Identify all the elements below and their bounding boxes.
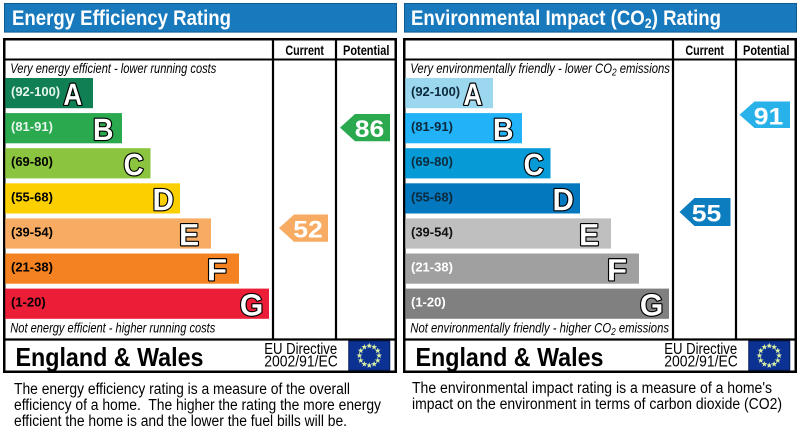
svg-text:(92-100): (92-100) xyxy=(411,84,460,99)
svg-text:(92-100): (92-100) xyxy=(11,84,60,99)
svg-text:emissions: emissions xyxy=(616,321,669,336)
svg-text:The environmental impact ratin: The environmental impact rating is a mea… xyxy=(412,380,772,397)
svg-text:(1-20): (1-20) xyxy=(411,295,446,310)
svg-text:(55-68): (55-68) xyxy=(411,189,453,204)
svg-text:Potential: Potential xyxy=(343,43,389,58)
svg-text:impact on the environment in t: impact on the environment in terms of ca… xyxy=(412,396,782,413)
svg-text:Very environmentally friendly: Very environmentally friendly - lower CO xyxy=(410,61,612,76)
svg-text:EU Directive: EU Directive xyxy=(264,341,337,358)
svg-text:Current: Current xyxy=(685,43,724,58)
svg-text:(81-91): (81-91) xyxy=(11,119,53,134)
svg-text:2002/91/EC: 2002/91/EC xyxy=(264,354,338,371)
svg-text:(69-80): (69-80) xyxy=(411,154,453,169)
svg-text:(1-20): (1-20) xyxy=(11,295,46,310)
svg-text:55: 55 xyxy=(692,201,722,228)
svg-text:emissions: emissions xyxy=(617,61,670,76)
svg-text:(21-38): (21-38) xyxy=(411,260,453,275)
svg-text:(81-91): (81-91) xyxy=(411,119,453,134)
svg-text:Very energy efficient - lower: Very energy efficient - lower running co… xyxy=(10,61,216,76)
svg-text:efficient the home is and the: efficient the home is and the lower the … xyxy=(14,413,347,430)
svg-text:Current: Current xyxy=(285,43,324,58)
svg-text:2: 2 xyxy=(645,15,652,31)
svg-text:The energy efficiency rating i: The energy efficiency rating is a measur… xyxy=(14,381,350,398)
svg-text:) Rating: ) Rating xyxy=(652,7,721,30)
svg-text:efficiency of a home. The hig: efficiency of a home. The higher the rat… xyxy=(14,397,381,414)
svg-text:Energy Efficiency Rating: Energy Efficiency Rating xyxy=(12,7,231,30)
svg-text:(55-68): (55-68) xyxy=(11,189,53,204)
svg-text:52: 52 xyxy=(293,217,323,244)
svg-text:Environmental Impact (CO: Environmental Impact (CO xyxy=(411,7,645,30)
svg-text:Not environmentally friendly -: Not environmentally friendly - higher CO xyxy=(410,321,611,336)
svg-text:Not energy efficient - higher: Not energy efficient - higher running co… xyxy=(10,321,215,336)
svg-text:EU Directive: EU Directive xyxy=(664,341,737,358)
svg-text:91: 91 xyxy=(754,103,784,130)
svg-text:(69-80): (69-80) xyxy=(11,154,53,169)
svg-text:2: 2 xyxy=(610,327,616,338)
svg-text:2002/91/EC: 2002/91/EC xyxy=(664,354,738,371)
svg-text:Potential: Potential xyxy=(743,43,789,58)
svg-text:86: 86 xyxy=(355,116,385,143)
svg-text:(39-54): (39-54) xyxy=(411,224,453,239)
svg-text:2: 2 xyxy=(611,68,617,79)
svg-text:(21-38): (21-38) xyxy=(11,260,53,275)
svg-text:(39-54): (39-54) xyxy=(11,224,53,239)
svg-text:England & Wales: England & Wales xyxy=(416,342,604,372)
svg-text:England & Wales: England & Wales xyxy=(16,342,204,372)
